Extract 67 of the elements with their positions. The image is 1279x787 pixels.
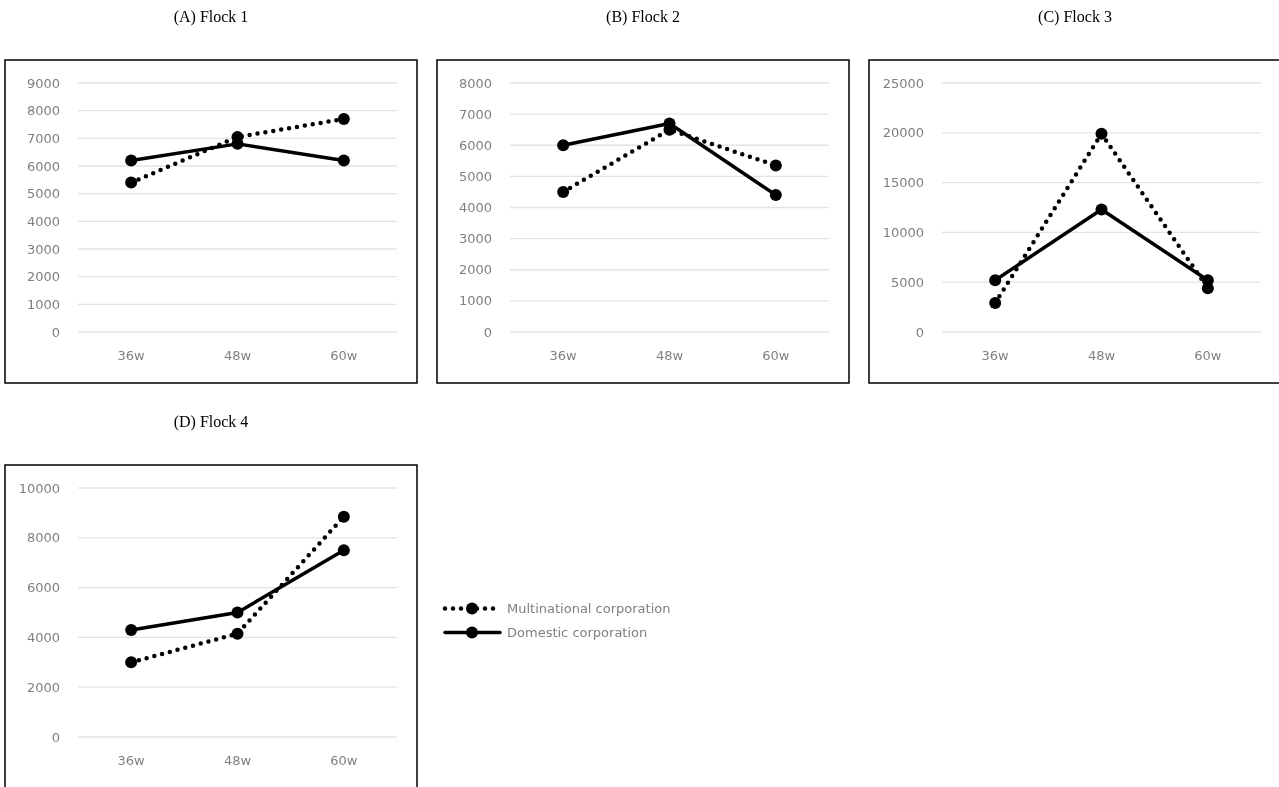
x-tick-label: 60w <box>762 348 790 363</box>
y-tick-label: 3000 <box>26 241 60 257</box>
point <box>337 154 350 167</box>
y-tick-label: 10000 <box>882 224 924 240</box>
x-tick-label: 48w <box>223 753 252 768</box>
x-tick-label: 60w <box>330 753 358 768</box>
point <box>1095 127 1108 140</box>
x-tick-label: 36w <box>117 753 146 768</box>
point <box>557 139 570 152</box>
x-tick-label: 48w <box>655 348 684 363</box>
point <box>989 274 1002 287</box>
y-tick-label: 0 <box>483 324 492 340</box>
y-tick-label: 6000 <box>26 580 60 596</box>
chart-title: (A) Flock 1 <box>173 8 249 26</box>
y-tick-label: 0 <box>51 324 60 340</box>
y-tick-label: 5000 <box>26 186 60 202</box>
point <box>337 112 350 125</box>
y-tick-label: 10000 <box>18 480 60 496</box>
y-tick-label: 15000 <box>882 175 924 191</box>
legend-label: Domestic corporation <box>507 625 648 641</box>
y-tick-label: 4000 <box>26 629 60 645</box>
point <box>769 189 782 202</box>
point <box>557 185 570 198</box>
point <box>125 176 138 189</box>
x-tick-label: 60w <box>1194 348 1222 363</box>
y-tick-label: 5000 <box>458 168 492 184</box>
y-tick-label: 8000 <box>458 75 492 91</box>
y-tick-label: 9000 <box>26 75 60 91</box>
x-tick-label: 60w <box>330 348 358 363</box>
y-tick-label: 0 <box>915 324 924 340</box>
y-tick-label: 2000 <box>26 269 60 285</box>
x-tick-label: 36w <box>549 348 578 363</box>
chart-title: (D) Flock 4 <box>173 413 249 431</box>
point <box>125 623 138 636</box>
y-tick-label: 4000 <box>458 200 492 216</box>
y-tick-label: 4000 <box>26 213 60 229</box>
chart-title: (B) Flock 2 <box>606 8 680 26</box>
y-tick-label: 8000 <box>26 530 60 546</box>
y-tick-label: 7000 <box>458 106 492 122</box>
chart-title: (C) Flock 3 <box>1038 8 1112 26</box>
y-tick-label: 5000 <box>890 274 924 290</box>
y-tick-label: 2000 <box>458 262 492 278</box>
point <box>337 544 350 557</box>
y-tick-label: 1000 <box>458 293 492 309</box>
point <box>989 297 1002 310</box>
point <box>231 627 244 640</box>
y-tick-label: 6000 <box>26 158 60 174</box>
point <box>125 154 138 167</box>
y-tick-label: 3000 <box>458 231 492 247</box>
x-tick-label: 48w <box>1087 348 1116 363</box>
legend-label: Multinational corporation <box>507 601 671 617</box>
y-tick-label: 20000 <box>882 125 924 141</box>
y-tick-label: 2000 <box>26 679 60 695</box>
point <box>125 656 138 669</box>
y-tick-label: 0 <box>51 729 60 745</box>
point <box>1095 203 1108 216</box>
x-tick-label: 36w <box>117 348 146 363</box>
x-tick-label: 48w <box>223 348 252 363</box>
y-tick-label: 6000 <box>458 137 492 153</box>
x-tick-label: 36w <box>981 348 1010 363</box>
point <box>769 159 782 172</box>
y-tick-label: 7000 <box>26 130 60 146</box>
y-tick-label: 8000 <box>26 103 60 119</box>
point <box>337 510 350 523</box>
y-tick-label: 25000 <box>882 75 924 91</box>
point <box>231 606 244 619</box>
y-tick-label: 1000 <box>26 296 60 312</box>
